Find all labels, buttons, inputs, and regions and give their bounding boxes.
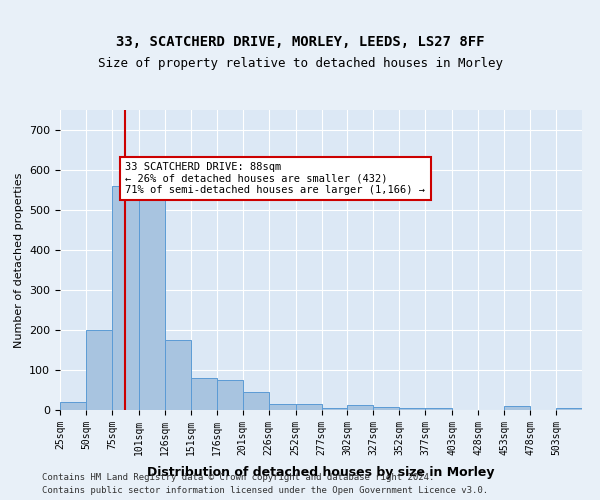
Bar bbox=[373, 407, 400, 410]
Text: Size of property relative to detached houses in Morley: Size of property relative to detached ho… bbox=[97, 58, 503, 70]
Bar bbox=[347, 405, 373, 410]
Bar bbox=[296, 404, 322, 410]
Bar bbox=[400, 408, 425, 410]
Bar bbox=[269, 404, 296, 410]
Bar bbox=[139, 182, 165, 410]
X-axis label: Distribution of detached houses by size in Morley: Distribution of detached houses by size … bbox=[147, 466, 495, 479]
Bar bbox=[165, 340, 191, 410]
Bar bbox=[556, 408, 582, 410]
Text: 33 SCATCHERD DRIVE: 88sqm
← 26% of detached houses are smaller (432)
71% of semi: 33 SCATCHERD DRIVE: 88sqm ← 26% of detac… bbox=[125, 162, 425, 195]
Bar bbox=[217, 380, 242, 410]
Bar bbox=[504, 406, 530, 410]
Bar bbox=[242, 392, 269, 410]
Text: Contains HM Land Registry data © Crown copyright and database right 2024.: Contains HM Land Registry data © Crown c… bbox=[42, 474, 434, 482]
Bar bbox=[86, 330, 112, 410]
Y-axis label: Number of detached properties: Number of detached properties bbox=[14, 172, 23, 348]
Bar bbox=[112, 186, 139, 410]
Bar bbox=[191, 378, 217, 410]
Bar bbox=[322, 408, 347, 410]
Bar bbox=[60, 402, 86, 410]
Text: Contains public sector information licensed under the Open Government Licence v3: Contains public sector information licen… bbox=[42, 486, 488, 495]
Text: 33, SCATCHERD DRIVE, MORLEY, LEEDS, LS27 8FF: 33, SCATCHERD DRIVE, MORLEY, LEEDS, LS27… bbox=[116, 35, 484, 49]
Bar bbox=[425, 408, 452, 410]
